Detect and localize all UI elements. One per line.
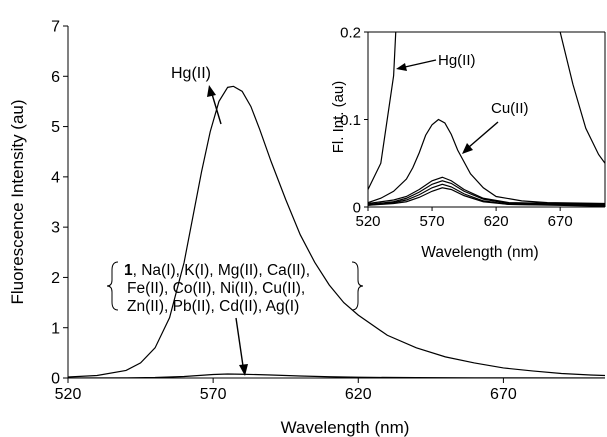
- inset-x-tick-label: 670: [548, 213, 573, 230]
- inset-cu-arrowhead-icon: [462, 143, 473, 154]
- inset-x-tick-label: 620: [484, 213, 509, 230]
- inset-y-axis-title: Fl. Int. (au): [330, 81, 347, 154]
- inset-x-tick-label: 570: [420, 213, 445, 230]
- inset-cu-label: Cu(II): [491, 100, 529, 117]
- main-ticks: 520 570 620 670 0 1 2 3 4 5 6 7: [51, 19, 517, 403]
- inset-ticks: 520 570 620 670 0 0.1 0.2: [340, 24, 573, 230]
- main-y-tick-label: 6: [51, 69, 60, 86]
- ion-group-left-brace: [106, 261, 119, 311]
- main-y-tick-label: 7: [51, 19, 60, 36]
- main-series-other-ions: [68, 373, 605, 378]
- inset-hg-arrowhead-icon: [396, 63, 407, 71]
- main-series-hg-ii: [68, 85, 605, 378]
- main-plot: 520 570 620 670 0 1 2 3 4 5 6 7 Wavelength (nm) Flu…: [8, 19, 605, 437]
- inset-series-cu-ii: [368, 118, 605, 205]
- main-hg-arrow-line: [211, 93, 222, 125]
- main-curves: [68, 85, 605, 378]
- inset-series-group-a: [368, 176, 605, 205]
- ion-group-line-1: 1, Na(I), K(I), Mg(II), Ca(II),: [124, 262, 310, 279]
- inset-hg-label: Hg(II): [438, 52, 476, 69]
- ion-group-line-2: Fe(II), Co(II), Ni(II), Cu(II),: [127, 280, 305, 297]
- inset-background: [368, 32, 605, 207]
- main-x-tick-label: 670: [490, 386, 517, 403]
- ion-group-line-3: Zn(II), Pb(II), Cd(II), Ag(I): [127, 298, 299, 315]
- main-y-tick-label: 2: [51, 270, 60, 287]
- inset-curves: [368, 32, 605, 207]
- main-y-tick-label: 5: [51, 119, 60, 136]
- inset-x-axis-title: Wavelength (nm): [421, 244, 538, 261]
- inset-series-group-b: [368, 180, 605, 206]
- ion-group-right-brace: [351, 261, 364, 311]
- inset-y-tick-label: 0.2: [340, 24, 361, 41]
- main-hg-label: Hg(II): [171, 65, 211, 82]
- main-x-axis-title: Wavelength (nm): [281, 418, 410, 437]
- main-x-tick-label: 620: [345, 386, 372, 403]
- inset-cu-arrow-line: [468, 121, 499, 148]
- main-y-tick-label: 4: [51, 169, 60, 186]
- main-y-tick-label: 0: [51, 371, 60, 388]
- main-y-axis-title: Fluorescence Intensity (au): [8, 99, 27, 304]
- main-x-tick-label: 570: [200, 386, 227, 403]
- main-hg-arrowhead-icon: [207, 85, 216, 97]
- ion-group-line-1-rest: , Na(I), K(I), Mg(II), Ca(II),: [133, 262, 310, 279]
- main-y-tick-label: 1: [51, 320, 60, 337]
- inset-y-tick-label: 0: [353, 199, 361, 216]
- inset-plot: 520 570 620 670 0 0.1 0.2 Wavelength (nm) Fl. …: [330, 24, 606, 261]
- main-x-tick-label: 520: [55, 386, 82, 403]
- ion-group-compound-number: 1: [124, 262, 133, 279]
- ion-group-arrow-line: [235, 317, 244, 367]
- inset-y-tick-label: 0.1: [340, 112, 361, 129]
- main-y-tick-label: 3: [51, 220, 60, 237]
- inset-series-group-d: [368, 187, 605, 207]
- inset-x-tick-label: 520: [355, 213, 380, 230]
- inset-hg-arrow-line: [404, 59, 437, 68]
- ion-group-arrowhead-icon: [239, 364, 248, 376]
- ion-group-annotation: 1, Na(I), K(I), Mg(II), Ca(II), Fe(II), …: [106, 261, 364, 376]
